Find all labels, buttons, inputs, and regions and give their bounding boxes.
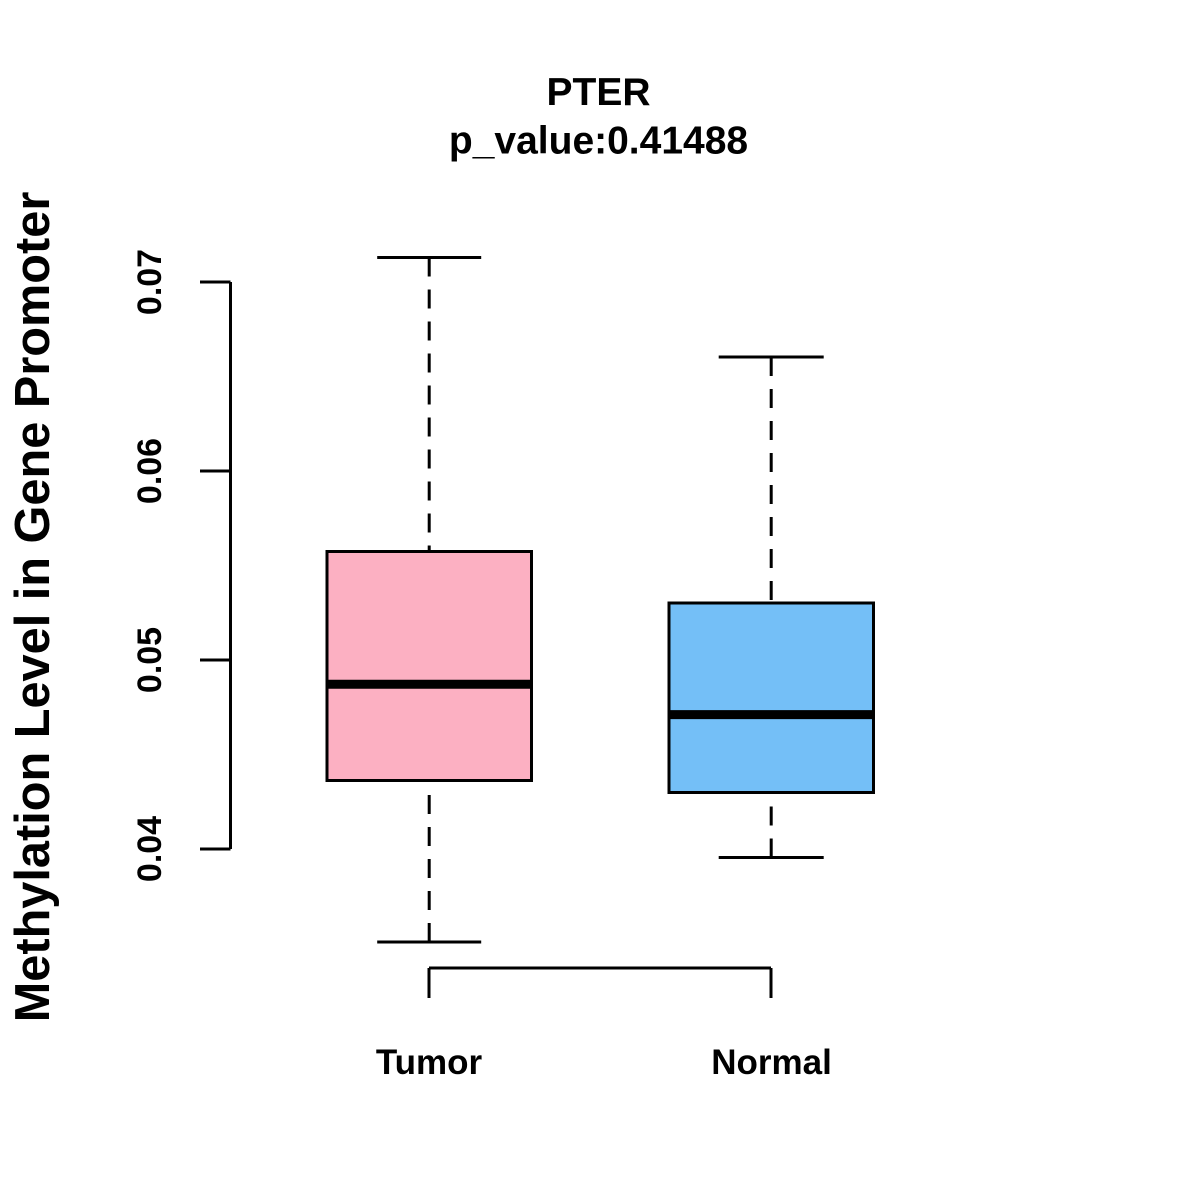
svg-text:PTER: PTER [546,71,650,114]
svg-text:0.06: 0.06 [131,438,169,504]
svg-text:0.07: 0.07 [131,249,169,315]
svg-text:Tumor: Tumor [376,1043,483,1082]
svg-text:0.04: 0.04 [131,816,169,882]
svg-text:p_value:0.41488: p_value:0.41488 [449,120,748,163]
svg-text:Methylation Level in Gene Prom: Methylation Level in Gene Promoter [6,192,60,1023]
svg-text:0.05: 0.05 [131,627,169,693]
svg-text:Normal: Normal [711,1043,832,1082]
